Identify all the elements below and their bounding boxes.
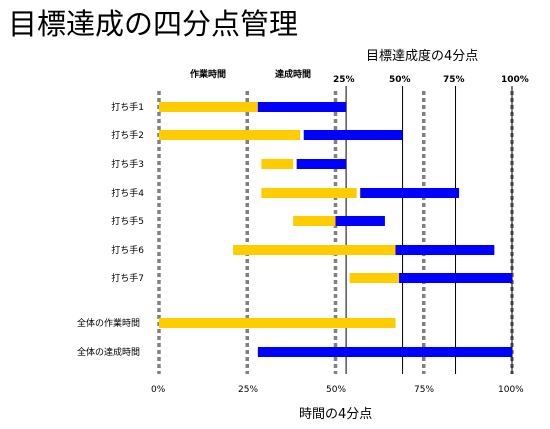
work-bar-2 [159,130,301,140]
row-label: 打ち手6 [111,246,144,256]
time-tick-label: 75% [414,385,435,395]
achieve-bar-7 [399,273,512,283]
bars [159,102,512,357]
row-label: 打ち手2 [111,131,144,141]
time-tick-label: 50% [326,385,347,395]
row-label: 打ち手1 [111,103,144,113]
work-bar-5 [293,216,336,226]
row-label: 打ち手5 [111,217,144,227]
work-time-header: 作業時間 [190,70,227,80]
time-axis-title: 時間の4分点 [299,407,373,422]
work-bar-3 [261,159,294,169]
achieve-bar-2 [303,130,403,140]
work-bar-1 [159,102,258,112]
row-label: 打ち手7 [111,274,144,284]
achieve-time-header: 達成時間 [275,70,312,80]
page-title: 目標達成の四分点管理 [8,7,299,41]
achieve-bar-1 [257,102,347,112]
goal-tick-label: 75% [443,75,465,85]
achieve-bar-6 [395,245,495,255]
goal-tick-label: 50% [389,75,411,85]
time-tick-label: 100% [498,385,524,395]
goal-axis-title: 目標達成度の4分点 [366,49,479,64]
goal-quartile-lines [345,86,513,374]
row-label: 打ち手3 [111,160,144,170]
work-bar-4 [261,188,357,198]
work-bar-8 [159,318,396,328]
row-label: 全体の作業時間 [76,319,140,329]
achieve-bar-9 [257,347,512,357]
achieve-bar-3 [296,159,347,169]
work-bar-6 [233,245,396,255]
goal-tick-label: 25% [333,75,355,85]
achieve-bar-4 [360,188,460,198]
time-tick-label: 25% [238,385,259,395]
achieve-bar-5 [335,216,385,226]
row-label: 打ち手4 [111,189,144,199]
work-bar-7 [349,273,400,283]
goal-tick-label: 100% [501,75,529,85]
time-tick-label: 0% [151,385,166,395]
row-label: 全体の達成時間 [76,348,140,358]
